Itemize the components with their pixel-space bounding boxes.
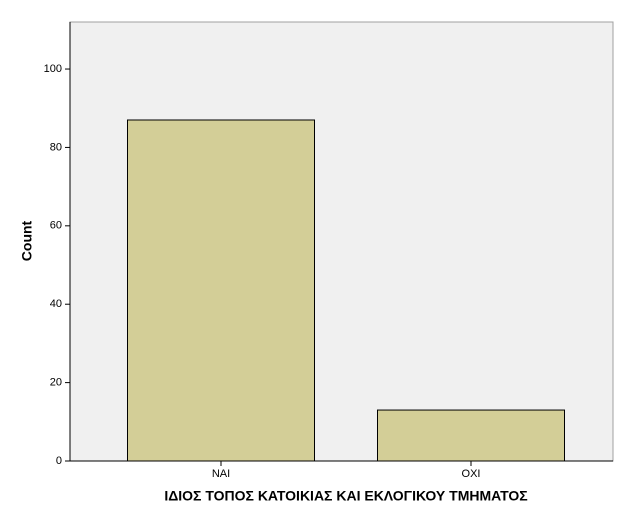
x-axis-label: ΙΔΙΟΣ ΤΟΠΟΣ ΚΑΤΟΙΚΙΑΣ ΚΑΙ ΕΚΛΟΓΙΚΟΥ ΤΜΗΜ… — [164, 488, 527, 504]
bar — [127, 119, 315, 462]
y-tick-label: 20 — [50, 377, 62, 389]
y-tick-label: 40 — [50, 298, 62, 310]
y-axis-label: Count — [19, 220, 35, 261]
bar — [377, 409, 565, 462]
x-tick-label: ΟΧΙ — [462, 468, 481, 480]
x-tick-label: ΝΑΙ — [212, 468, 230, 480]
y-tick-label: 0 — [56, 455, 62, 467]
y-tick-label: 60 — [50, 220, 62, 232]
y-tick-label: 80 — [50, 141, 62, 153]
y-tick-label: 100 — [44, 63, 62, 75]
